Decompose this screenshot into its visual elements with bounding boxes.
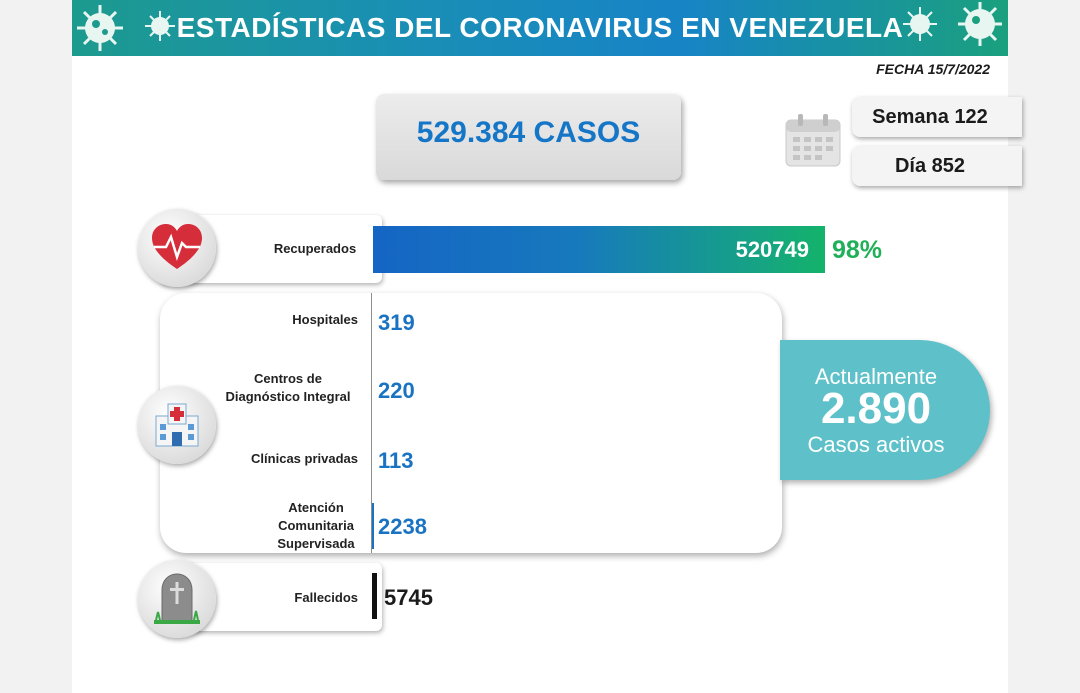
header-banner: ESTADÍSTICAS DEL CORONAVIRUS EN VENEZUEL… (72, 0, 1008, 56)
virus-icon (903, 7, 937, 41)
community-care-bar (372, 503, 374, 549)
deaths-icon-circle (138, 560, 216, 638)
private-clinics-label: Clínicas privadas (251, 451, 358, 466)
virus-icon (958, 2, 1002, 46)
recovered-value: 520749 (735, 237, 809, 262)
week-pill: Semana 122 (852, 97, 1022, 137)
hospitals-value: 319 (378, 310, 415, 335)
calendar-icon (785, 114, 841, 167)
active-cases-value: 2.890 (820, 384, 932, 433)
cdi-value: 220 (378, 378, 415, 403)
recovered-icon-circle (138, 209, 216, 287)
virus-icon (145, 11, 175, 41)
hospitalization-card (160, 293, 782, 553)
deaths-value: 5745 (384, 585, 433, 610)
active-cases-caption: Casos activos (807, 432, 945, 457)
hospital-icon (155, 403, 199, 447)
deaths-bar (372, 573, 377, 619)
axis-line (371, 293, 372, 553)
community-care-value: 2238 (378, 514, 427, 539)
recovered-bar: 520749 (373, 226, 825, 273)
cdi-label: Centros de Diagnóstico Integral (225, 371, 351, 404)
total-cases-box: 529.384 CASOS (376, 94, 681, 180)
active-cases-heading: Actualmente (814, 364, 938, 389)
page-title: ESTADÍSTICAS DEL CORONAVIRUS EN VENEZUEL… (176, 12, 904, 43)
deaths-label: Fallecidos (294, 590, 358, 605)
total-cases-value: 529.384 CASOS (416, 116, 641, 149)
recovered-percent: 98% (832, 236, 883, 264)
day-pill: Día 852 (852, 146, 1022, 186)
hospitals-label: Hospitales (292, 312, 358, 327)
week-label: Semana 122 (872, 106, 988, 128)
heart-pulse-icon (152, 224, 202, 269)
day-label: Día 852 (894, 155, 966, 177)
recovered-label: Recuperados (273, 241, 357, 256)
active-cases-pill: Actualmente 2.890 Casos activos (780, 340, 990, 480)
report-date: FECHA 15/7/2022 (876, 61, 990, 77)
community-care-label: Atención Comunitaria Supervisada (277, 500, 355, 551)
tombstone-icon (154, 573, 200, 624)
hospital-icon-circle (138, 386, 216, 464)
virus-icon (77, 5, 123, 51)
private-clinics-value: 113 (378, 448, 414, 473)
